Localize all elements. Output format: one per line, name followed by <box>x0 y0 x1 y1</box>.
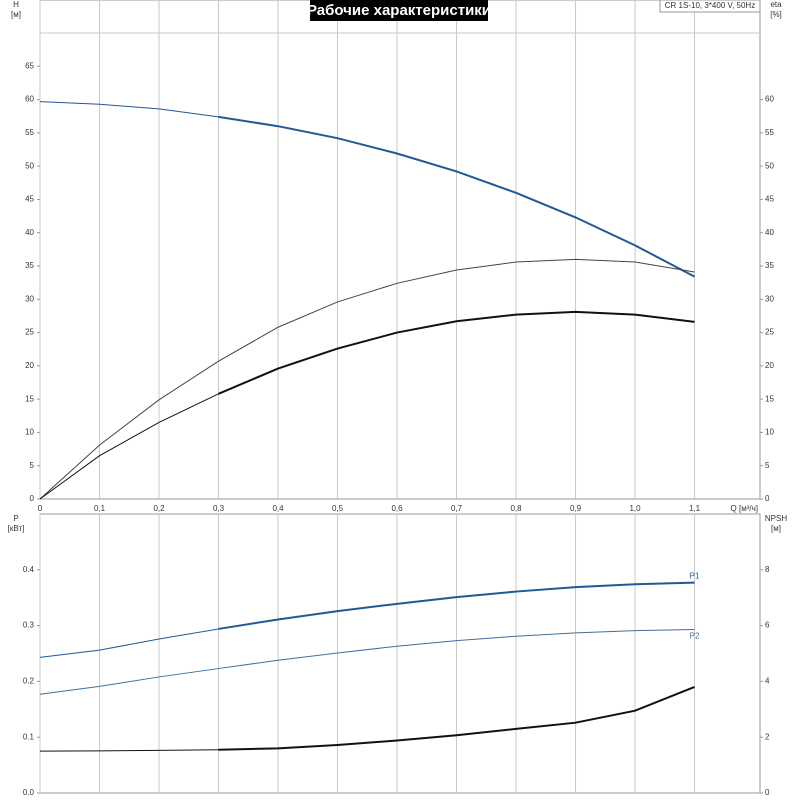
y-tick-label: 0 <box>30 494 35 503</box>
y-tick-label: 40 <box>25 228 34 237</box>
series-label: P2 <box>690 632 700 641</box>
plot-frame <box>39 513 761 794</box>
y-tick-label: 20 <box>25 361 34 370</box>
y2-tick-label: 15 <box>765 394 774 403</box>
y2-tick-label: 60 <box>765 95 774 104</box>
curve <box>218 686 695 751</box>
chart-subtitle: CR 1S-10, 3*400 V, 50Hz <box>665 1 755 10</box>
x-tick-label: 0 <box>38 504 43 513</box>
y-tick-label: 10 <box>25 428 34 437</box>
y2-tick-label: 50 <box>765 161 774 170</box>
x-tick-label: 1,0 <box>629 504 641 513</box>
y-tick-label: 0.1 <box>23 732 35 741</box>
x-axis-label: Q [м³/ч] <box>731 504 758 513</box>
y-tick-label: 45 <box>25 195 34 204</box>
y2-axis-label: eta <box>770 0 782 9</box>
x-tick-label: 0,2 <box>153 504 165 513</box>
y2-tick-label: 25 <box>765 328 774 337</box>
y-tick-label: 15 <box>25 394 34 403</box>
y2-tick-label: 5 <box>765 461 770 470</box>
y2-tick-label: 30 <box>765 294 774 303</box>
x-tick-label: 0,8 <box>510 504 522 513</box>
y2-tick-label: 0 <box>765 788 770 797</box>
title-box <box>310 0 488 21</box>
y2-tick-label: 45 <box>765 195 774 204</box>
series-label: P1 <box>690 572 700 581</box>
x-tick-label: 0,4 <box>272 504 284 513</box>
curve <box>39 749 219 752</box>
x-tick-label: 0,6 <box>391 504 403 513</box>
y-axis-label: P <box>13 514 18 523</box>
x-tick-label: 0,5 <box>332 504 344 513</box>
chart-title: Рабочие характеристики <box>307 2 491 19</box>
curve <box>218 310 695 395</box>
y-tick-label: 55 <box>25 128 34 137</box>
y-tick-label: 0.3 <box>23 621 35 630</box>
y2-tick-label: 10 <box>765 428 774 437</box>
y2-axis-unit: [м] <box>771 524 781 533</box>
y2-axis-unit: [%] <box>770 10 782 19</box>
y-tick-label: 30 <box>25 294 34 303</box>
y2-tick-label: 8 <box>765 565 770 574</box>
curve <box>39 629 695 695</box>
y-tick-label: 0.2 <box>23 677 35 686</box>
plot-frame <box>39 0 761 500</box>
y-tick-label: 5 <box>30 461 35 470</box>
y2-tick-label: 4 <box>765 677 770 686</box>
y-axis-label: H <box>13 0 19 9</box>
curve <box>218 581 695 630</box>
curve <box>218 115 696 278</box>
y-tick-label: 0.4 <box>23 565 35 574</box>
x-tick-label: 0,3 <box>213 504 225 513</box>
y-tick-label: 50 <box>25 161 34 170</box>
x-tick-label: 1,1 <box>689 504 701 513</box>
y2-tick-label: 6 <box>765 621 770 630</box>
x-tick-label: 0,7 <box>451 504 463 513</box>
y-tick-label: 0.0 <box>23 788 35 797</box>
y-tick-label: 65 <box>25 61 34 70</box>
subtitle-box <box>659 0 761 13</box>
y-tick-label: 60 <box>25 95 34 104</box>
y2-tick-label: 0 <box>765 494 770 503</box>
y2-tick-label: 20 <box>765 361 774 370</box>
y2-axis-label: NPSH <box>765 514 787 523</box>
y2-tick-label: 40 <box>765 228 774 237</box>
y-axis-unit: [м] <box>11 10 21 19</box>
curve <box>39 101 219 118</box>
y-tick-label: 35 <box>25 261 34 270</box>
curve <box>39 628 219 658</box>
curve <box>39 393 219 500</box>
y2-tick-label: 2 <box>765 732 770 741</box>
y2-tick-label: 55 <box>765 128 774 137</box>
y-tick-label: 25 <box>25 328 34 337</box>
y2-tick-label: 35 <box>765 261 774 270</box>
y-axis-unit: [кВт] <box>8 524 25 533</box>
curve <box>39 258 695 500</box>
x-tick-label: 0,9 <box>570 504 582 513</box>
x-tick-label: 0,1 <box>94 504 106 513</box>
